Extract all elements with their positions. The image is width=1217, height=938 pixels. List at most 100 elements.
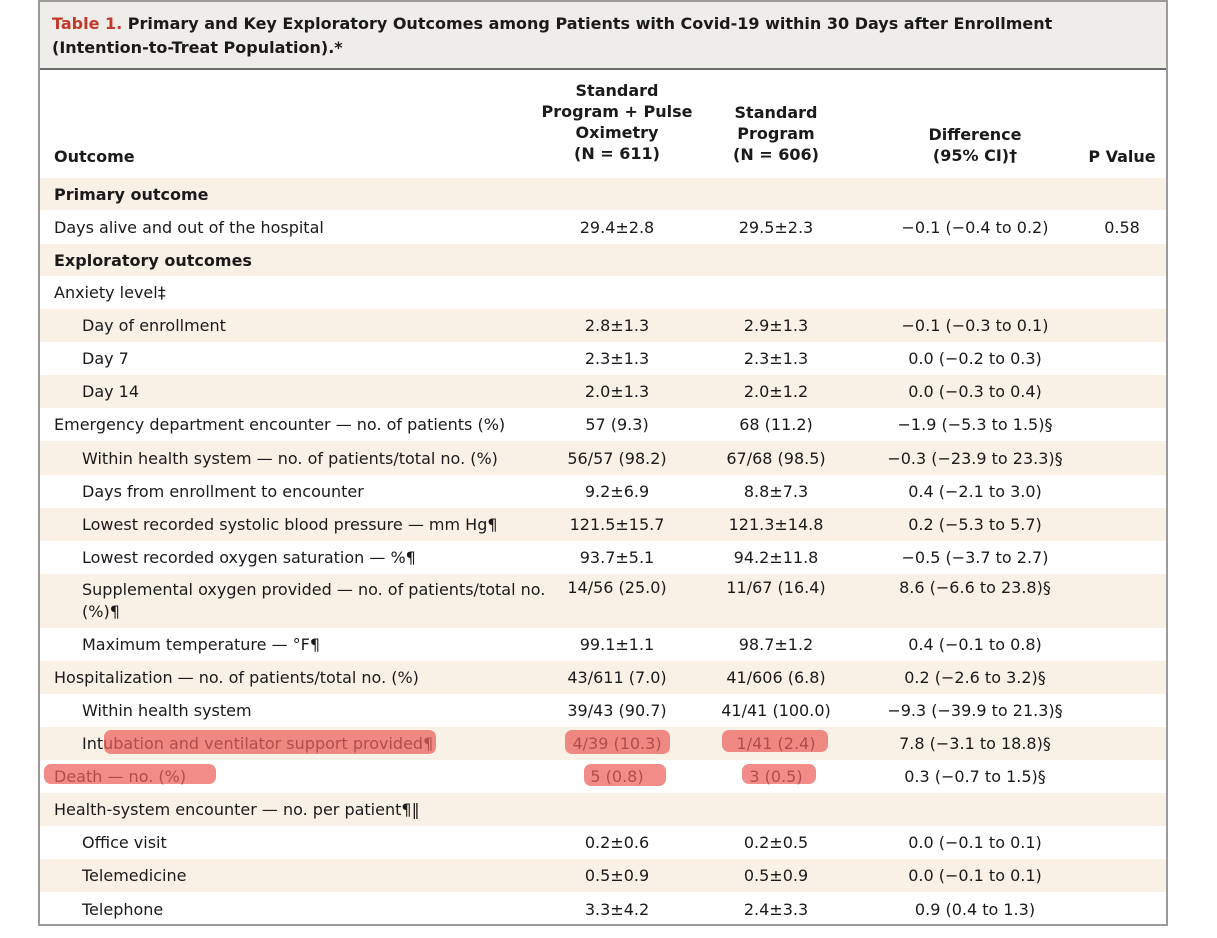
table-row: Days from enrollment to encounter 9.2±6.9… bbox=[40, 475, 1166, 508]
difference-value bbox=[860, 178, 1090, 210]
table-row: Within health system — no. of patients/t… bbox=[40, 441, 1166, 475]
pulse-oximetry-value: 2.3±1.3 bbox=[584, 349, 650, 368]
highlight-mark bbox=[104, 730, 436, 754]
p-value bbox=[1082, 541, 1162, 574]
p-value bbox=[1082, 694, 1162, 727]
row-label: Lowest recorded systolic blood pressure … bbox=[82, 515, 498, 534]
difference-value: 0.0 (−0.3 to 0.4) bbox=[908, 382, 1042, 401]
highlight-mark bbox=[584, 764, 666, 786]
p-value: 0.58 bbox=[1104, 217, 1140, 237]
table-row: Day 14 2.0±1.3 2.0±1.2 0.0 (−0.3 to 0.4) bbox=[40, 375, 1166, 408]
p-value bbox=[1082, 375, 1162, 408]
standard-program-value: 67/68 (98.5) bbox=[726, 448, 826, 468]
header-outcome: Outcome bbox=[54, 147, 135, 166]
table-row: Health-system encounter — no. per patien… bbox=[40, 793, 1166, 826]
pulse-oximetry-value: 9.2±6.9 bbox=[584, 482, 650, 501]
table-row: Hospitalization — no. of patients/total … bbox=[40, 661, 1166, 694]
difference-value: 8.6 (−6.6 to 23.8)§ bbox=[899, 578, 1051, 597]
table-row: Telemedicine 0.5±0.9 0.5±0.9 0.0 (−0.1 to 0… bbox=[40, 859, 1166, 892]
section-heading: Primary outcome bbox=[54, 184, 209, 204]
header-line: Difference bbox=[928, 125, 1022, 144]
difference-value: −9.3 (−39.9 to 21.3)§ bbox=[887, 701, 1063, 720]
p-value bbox=[1082, 342, 1162, 375]
table-row: Exploratory outcomes bbox=[40, 244, 1166, 276]
pulse-oximetry-value: 2.8±1.3 bbox=[584, 316, 650, 335]
difference-value: 0.0 (−0.1 to 0.1) bbox=[908, 833, 1042, 852]
pulse-oximetry-value: 0.5±0.9 bbox=[584, 866, 650, 885]
p-value bbox=[1082, 178, 1162, 210]
standard-program-value: 94.2±11.8 bbox=[733, 548, 819, 567]
table-row: Office visit 0.2±0.6 0.2±0.5 0.0 (−0.1 to 0… bbox=[40, 826, 1166, 859]
p-value bbox=[1082, 793, 1162, 826]
standard-program-value: 2.9±1.3 bbox=[743, 316, 809, 335]
row-label: Telemedicine bbox=[82, 866, 187, 885]
standard-program-value: 0.5±0.9 bbox=[743, 866, 809, 885]
header-standard-program-pulse-oximetry: Standard Program + Pulse Oximetry (N = 611) bbox=[517, 80, 717, 164]
standard-program-value: 41/41 (100.0) bbox=[721, 701, 831, 720]
table-row: Lowest recorded oxygen saturation — %¶ 93… bbox=[40, 541, 1166, 574]
difference-value: 0.0 (−0.2 to 0.3) bbox=[908, 349, 1042, 368]
header-standard-program: Standard Program (N = 606) bbox=[676, 102, 876, 165]
pulse-oximetry-value: 99.1±1.1 bbox=[579, 635, 655, 654]
table-row: Anxiety level‡ bbox=[40, 276, 1166, 309]
difference-value: −1.9 (−5.3 to 1.5)§ bbox=[897, 415, 1053, 434]
standard-program-value: 121.3±14.8 bbox=[728, 515, 824, 534]
p-value bbox=[1082, 309, 1162, 342]
standard-program-value bbox=[676, 244, 876, 276]
table-row: Days alive and out of the hospital 29.4±2… bbox=[40, 210, 1166, 244]
row-label: Office visit bbox=[82, 833, 167, 852]
row-label: Health-system encounter — no. per patien… bbox=[54, 800, 420, 819]
table-caption-text: Primary and Key Exploratory Outcomes amo… bbox=[52, 14, 1053, 57]
difference-value: 0.0 (−0.1 to 0.1) bbox=[908, 866, 1042, 885]
p-value bbox=[1082, 508, 1162, 541]
standard-program-value bbox=[676, 793, 876, 826]
standard-program-value: 98.7±1.2 bbox=[738, 635, 814, 654]
header-line: Program bbox=[737, 124, 815, 143]
p-value bbox=[1082, 574, 1162, 632]
p-value bbox=[1082, 727, 1162, 760]
section-heading: Exploratory outcomes bbox=[54, 250, 252, 270]
difference-value: −0.1 (−0.4 to 0.2) bbox=[901, 217, 1049, 237]
row-label: Day 14 bbox=[82, 382, 140, 401]
row-label: Days alive and out of the hospital bbox=[54, 217, 324, 237]
pulse-oximetry-value: 39/43 (90.7) bbox=[567, 701, 667, 720]
row-label: Maximum temperature — °F¶ bbox=[82, 635, 321, 654]
difference-value: 7.8 (−3.1 to 18.8)§ bbox=[899, 734, 1051, 753]
table-row: Supplemental oxygen provided — no. of pa… bbox=[40, 574, 1166, 628]
row-label: Hospitalization — no. of patients/total … bbox=[54, 668, 419, 687]
p-value bbox=[1082, 826, 1162, 859]
highlight-mark bbox=[44, 764, 216, 784]
row-label: Anxiety level‡ bbox=[54, 283, 166, 302]
table-row: Telephone 3.3±4.2 2.4±3.3 0.9 (0.4 to 1.3) bbox=[40, 892, 1166, 926]
difference-value: 0.3 (−0.7 to 1.5)§ bbox=[904, 767, 1046, 786]
standard-program-value: 41/606 (6.8) bbox=[726, 668, 826, 687]
p-value bbox=[1082, 859, 1162, 892]
header-line: Program + Pulse bbox=[541, 102, 693, 121]
row-label: Within health system — no. of patients/t… bbox=[82, 448, 498, 468]
p-value bbox=[1082, 441, 1162, 475]
row-label: Supplemental oxygen provided — no. of pa… bbox=[82, 580, 546, 621]
difference-value: 0.4 (−2.1 to 3.0) bbox=[908, 482, 1042, 501]
header-line: (N = 606) bbox=[733, 145, 819, 164]
standard-program-value: 0.2±0.5 bbox=[743, 833, 809, 852]
row-label: Day 7 bbox=[82, 349, 129, 368]
header-p-value: P Value bbox=[1088, 147, 1156, 166]
p-value bbox=[1082, 760, 1162, 793]
pulse-oximetry-value: 121.5±15.7 bbox=[569, 515, 665, 534]
table-row: Emergency department encounter — no. of … bbox=[40, 408, 1166, 441]
header-line: Oximetry bbox=[575, 123, 659, 142]
pulse-oximetry-value: 56/57 (98.2) bbox=[567, 448, 667, 468]
highlight-mark bbox=[565, 730, 670, 754]
standard-program-value: 29.5±2.3 bbox=[738, 217, 814, 237]
table-caption: Table 1. Primary and Key Exploratory Out… bbox=[40, 2, 1166, 70]
header-line: (N = 611) bbox=[574, 144, 660, 163]
standard-program-value: 2.4±3.3 bbox=[743, 899, 809, 919]
pulse-oximetry-value: 14/56 (25.0) bbox=[567, 578, 667, 597]
difference-value bbox=[860, 276, 1090, 309]
highlight-mark bbox=[722, 730, 828, 752]
difference-value: 0.2 (−5.3 to 5.7) bbox=[908, 515, 1042, 534]
row-label: Emergency department encounter — no. of … bbox=[54, 415, 506, 434]
table-row: Primary outcome bbox=[40, 178, 1166, 210]
standard-program-value: 8.8±7.3 bbox=[743, 482, 809, 501]
table-row: Lowest recorded systolic blood pressure … bbox=[40, 508, 1166, 541]
